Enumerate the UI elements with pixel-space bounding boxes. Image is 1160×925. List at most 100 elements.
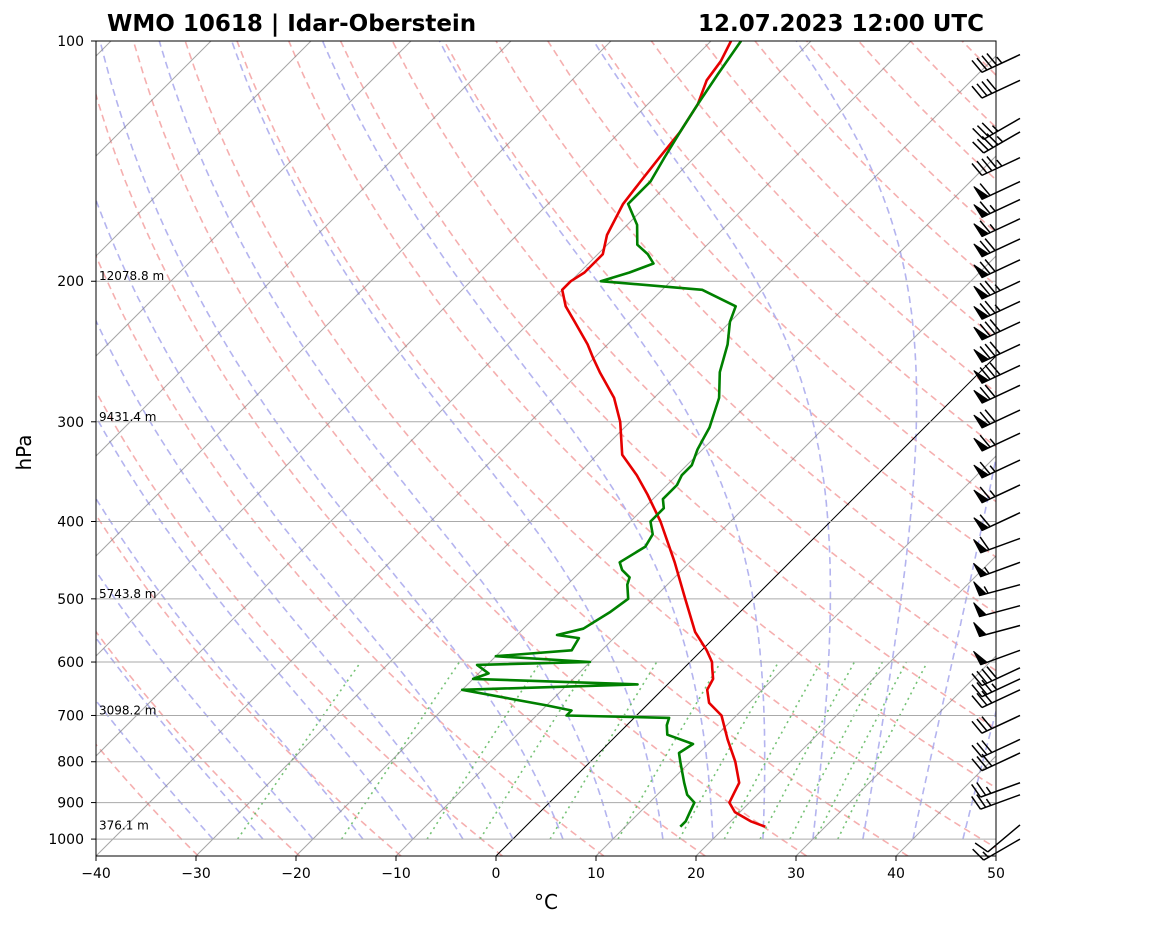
barb-full: [981, 122, 994, 135]
barb-staff: [983, 838, 1021, 861]
wind-barb: [971, 666, 1021, 687]
height-label: 3098.2 m: [99, 703, 157, 717]
y-tick-label: 1000: [48, 832, 84, 848]
wind-barb: [971, 156, 1021, 177]
wind-barb: [973, 622, 1021, 638]
dry-adiabat: [96, 513, 402, 856]
barb-full: [979, 240, 991, 254]
barb-half: [982, 851, 989, 858]
dewpoint-profile: [460, 41, 743, 828]
x-tick-label: 50: [987, 866, 1005, 882]
temperature-profile: [560, 41, 766, 828]
barb-flag: [973, 305, 990, 320]
dry-adiabat: [339, 41, 996, 730]
barb-half: [985, 798, 992, 806]
wind-barb: [974, 824, 1021, 853]
isotherm: [96, 41, 612, 557]
barb-full: [971, 695, 983, 709]
dry-adiabat: [909, 41, 996, 129]
wind-barb: [973, 432, 1021, 452]
isotherm: [195, 55, 996, 856]
dry-adiabat: [598, 41, 996, 448]
isotherm: [0, 41, 11, 856]
barb-full: [979, 261, 991, 275]
isotherm: [96, 41, 812, 757]
x-tick-label: −10: [381, 866, 411, 882]
y-tick-label: 500: [57, 592, 84, 608]
wind-barb: [973, 238, 1021, 258]
barb-flag: [973, 223, 990, 238]
y-tick-label: 100: [57, 34, 84, 50]
mixing-ratio-line: [789, 661, 884, 840]
barb-full: [979, 536, 990, 551]
barb-flag: [973, 285, 990, 300]
mixing-ratio-line: [814, 661, 908, 840]
wind-barb: [971, 678, 1021, 698]
isotherm: [995, 855, 996, 856]
barb-full: [984, 280, 996, 294]
moist-adiabat: [321, 41, 714, 840]
wind-barb: [973, 561, 1021, 578]
barb-full: [979, 323, 991, 337]
barb-full: [971, 795, 982, 810]
dry-adiabat: [391, 41, 996, 672]
barb-full: [971, 783, 982, 798]
barb-full: [976, 160, 988, 174]
barb-full: [984, 384, 996, 398]
dry-adiabat: [1014, 41, 1160, 856]
barb-full: [979, 367, 991, 380]
wind-barb: [973, 649, 1021, 666]
moist-adiabat: [96, 699, 214, 840]
background-lines: [0, 41, 1160, 856]
dry-adiabat: [184, 41, 909, 856]
barb-full: [976, 83, 988, 97]
barb-staff: [983, 131, 1021, 154]
barb-full: [981, 80, 993, 94]
barb-full: [976, 756, 988, 769]
wind-barb: [973, 318, 1021, 341]
moist-adiabat: [795, 41, 918, 840]
isotherm: [295, 155, 996, 856]
barb-half: [994, 304, 1001, 312]
barb-full: [979, 486, 991, 500]
barb-flag: [973, 539, 989, 554]
barb-full: [989, 318, 1001, 332]
barb-full: [971, 673, 983, 686]
barb-full: [976, 681, 988, 695]
barb-full: [979, 201, 991, 214]
isotherm: [96, 41, 412, 357]
barb-flag: [973, 204, 990, 218]
barb-staff: [981, 714, 1021, 734]
barb-flag: [973, 650, 989, 666]
dry-adiabat: [96, 630, 301, 856]
barb-staff: [981, 678, 1021, 698]
wind-barb: [973, 459, 1021, 479]
barb-full: [981, 679, 993, 693]
x-tick-label: −40: [81, 866, 111, 882]
moist-adiabat: [96, 415, 414, 840]
moist-adiabat: [96, 497, 364, 840]
zero-isotherm: [495, 355, 996, 856]
wind-barb: [971, 78, 1021, 99]
barb-staff: [981, 738, 1021, 758]
barb-half: [983, 566, 990, 575]
wind-barb: [972, 838, 1021, 861]
barb-full: [984, 364, 996, 378]
wind-barb: [971, 689, 1021, 709]
barb-staff: [981, 156, 1021, 177]
barb-staff: [981, 752, 1021, 772]
barb-full: [976, 782, 987, 796]
dry-adiabat: [96, 389, 503, 856]
mixing-ratio-line: [340, 661, 461, 840]
profiles: [460, 41, 766, 828]
moist-adiabat: [912, 453, 996, 840]
y-tick-label: 800: [57, 755, 84, 771]
barb-staff: [987, 824, 1021, 853]
moist-adiabat: [99, 41, 564, 840]
barb-full: [984, 238, 996, 252]
barb-full: [984, 321, 996, 335]
barb-full: [979, 411, 991, 425]
x-tick-label: 20: [687, 866, 705, 882]
wind-barb: [973, 536, 1021, 554]
y-tick-label: 600: [57, 655, 84, 671]
